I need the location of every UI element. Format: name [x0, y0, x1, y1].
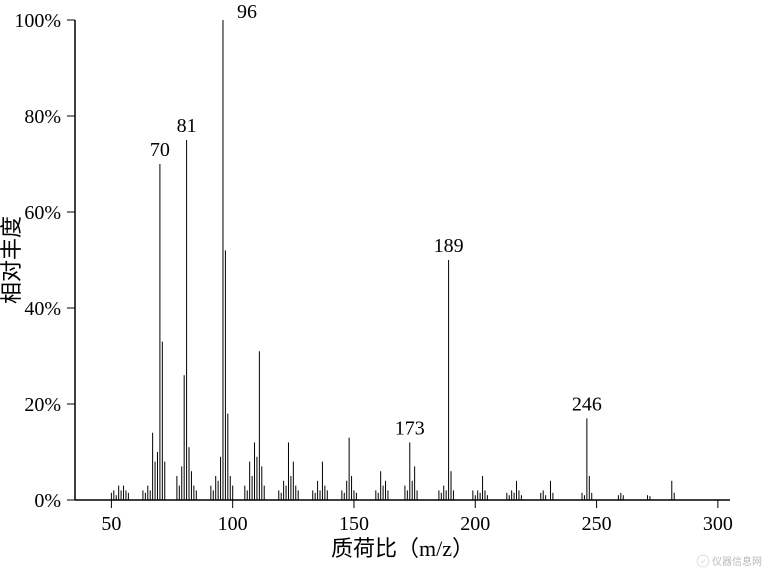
peak-label: 173	[395, 417, 425, 439]
x-axis-title: 质荷比（m/z）	[331, 536, 474, 561]
y-tick-label: 80%	[24, 106, 61, 128]
y-tick-label: 60%	[24, 202, 61, 224]
y-tick-label: 40%	[24, 298, 61, 320]
peak-label: 96	[237, 1, 257, 23]
x-tick-label: 250	[582, 513, 612, 535]
watermark-text: 仪器信息网	[712, 553, 762, 568]
x-tick-label: 50	[101, 513, 121, 535]
peak-label: 246	[572, 393, 602, 415]
y-tick-label: 0%	[34, 490, 61, 512]
y-tick-label: 20%	[24, 394, 61, 416]
x-tick-label: 300	[703, 513, 733, 535]
y-axis-title: 相对丰度	[0, 216, 24, 304]
x-tick-label: 150	[339, 513, 369, 535]
x-tick-label: 100	[218, 513, 248, 535]
watermark: 仪器信息网	[696, 553, 762, 568]
y-tick-label: 100%	[14, 10, 61, 32]
x-tick-label: 200	[460, 513, 490, 535]
peak-label: 81	[177, 115, 197, 137]
chart-svg: 50 100 150 200 250 300 0% 20% 40% 60% 80% 100% 质荷比（m…	[0, 0, 770, 574]
peak-label: 70	[150, 139, 170, 161]
mass-spectrum-chart: 50 100 150 200 250 300 0% 20% 40% 60% 80% 100% 质荷比（m…	[0, 0, 770, 574]
peak-label: 189	[434, 235, 464, 257]
